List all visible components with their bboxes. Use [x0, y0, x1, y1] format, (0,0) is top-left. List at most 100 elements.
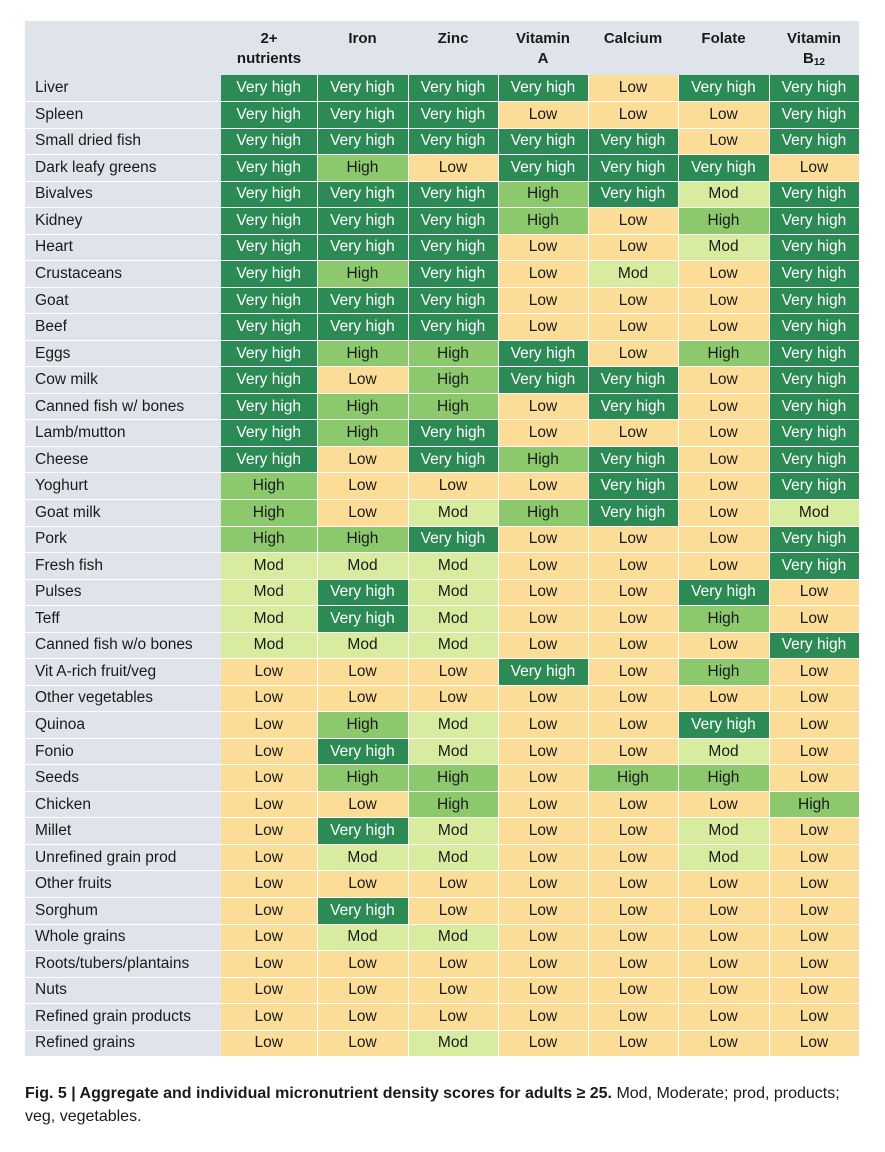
- score-cell-2plus-nutrients: Low: [221, 950, 318, 978]
- score-cell-2plus-nutrients: Low: [221, 1030, 318, 1058]
- score-cell-zinc: Mod: [408, 605, 499, 633]
- score-cell-iron: Low: [317, 472, 409, 500]
- score-cell-iron: High: [317, 764, 409, 792]
- score-cell-calcium: Very high: [588, 366, 679, 394]
- score-cell-iron: High: [317, 260, 409, 288]
- score-cell-calcium: Low: [588, 870, 679, 898]
- table-row: Canned fish w/o bones Mod Mod Mod Low Low Low V…: [25, 632, 860, 660]
- score-cell-iron: Very high: [317, 605, 409, 633]
- score-cell-vitamin-a: Very high: [498, 75, 589, 103]
- score-cell-2plus-nutrients: Low: [221, 685, 318, 713]
- score-cell-folate: High: [678, 340, 770, 368]
- score-cell-calcium: Low: [588, 924, 679, 952]
- header-text: Vitamin: [516, 30, 570, 47]
- score-cell-vitamin-a: Low: [498, 419, 589, 447]
- score-cell-calcium: Low: [588, 977, 679, 1005]
- food-name-cell: Goat milk: [25, 499, 221, 527]
- food-name-cell: Roots/tubers/plantains: [25, 950, 221, 978]
- score-cell-calcium: Low: [588, 234, 679, 262]
- score-cell-vitamin-b12: Low: [769, 870, 860, 898]
- score-cell-folate: Low: [678, 526, 770, 554]
- score-cell-iron: Very high: [317, 128, 409, 156]
- score-cell-iron: Low: [317, 658, 409, 686]
- caption-text: Mod, Moderate; prod, products; veg, vege…: [25, 1085, 840, 1125]
- score-cell-iron: Mod: [317, 924, 409, 952]
- table-row: Sorghum Low Very high Low Low Low Low Low: [25, 897, 860, 925]
- score-cell-calcium: Low: [588, 791, 679, 819]
- score-cell-iron: Very high: [317, 101, 409, 129]
- score-cell-iron: Mod: [317, 632, 409, 660]
- score-cell-folate: Low: [678, 287, 770, 315]
- table-row: Unrefined grain prod Low Mod Mod Low Low Mod Lo…: [25, 844, 860, 872]
- table-row: Other fruits Low Low Low Low Low Low Low: [25, 870, 860, 898]
- table-row: Spleen Very high Very high Very high Low Low L…: [25, 101, 860, 129]
- table-row: Millet Low Very high Mod Low Low Mod Low: [25, 817, 860, 845]
- score-cell-zinc: Very high: [408, 260, 499, 288]
- score-cell-2plus-nutrients: Low: [221, 924, 318, 952]
- column-header-vitamin-b12: Vitamin B12: [769, 21, 859, 75]
- score-cell-folate: Low: [678, 924, 770, 952]
- score-cell-vitamin-a: High: [498, 207, 589, 235]
- score-cell-folate: Low: [678, 897, 770, 925]
- table-row: Roots/tubers/plantains Low Low Low Low Low Low…: [25, 950, 860, 978]
- score-cell-zinc: Very high: [408, 75, 499, 103]
- score-cell-vitamin-a: Low: [498, 844, 589, 872]
- score-cell-vitamin-a: Very high: [498, 658, 589, 686]
- score-cell-zinc: High: [408, 393, 499, 421]
- score-cell-vitamin-b12: Very high: [769, 207, 860, 235]
- score-cell-calcium: Low: [588, 950, 679, 978]
- score-cell-vitamin-b12: Low: [769, 605, 860, 633]
- score-cell-zinc: Low: [408, 977, 499, 1005]
- score-cell-folate: Mod: [678, 817, 770, 845]
- score-cell-iron: Low: [317, 870, 409, 898]
- score-cell-calcium: Very high: [588, 393, 679, 421]
- score-cell-2plus-nutrients: Very high: [221, 260, 318, 288]
- score-cell-vitamin-b12: Very high: [769, 393, 860, 421]
- score-cell-zinc: Low: [408, 950, 499, 978]
- score-cell-2plus-nutrients: Very high: [221, 340, 318, 368]
- score-cell-vitamin-b12: Very high: [769, 260, 860, 288]
- score-cell-iron: High: [317, 711, 409, 739]
- score-cell-calcium: Low: [588, 897, 679, 925]
- score-cell-vitamin-b12: Low: [769, 1003, 860, 1031]
- micronutrient-density-table: 2+ nutrients Iron Zinc Vitamin A Calcium…: [25, 21, 860, 1058]
- score-cell-folate: High: [678, 764, 770, 792]
- score-cell-2plus-nutrients: Very high: [221, 366, 318, 394]
- food-name-cell: Goat: [25, 287, 221, 315]
- score-cell-2plus-nutrients: High: [221, 472, 318, 500]
- score-cell-zinc: Mod: [408, 711, 499, 739]
- score-cell-calcium: Low: [588, 287, 679, 315]
- score-cell-iron: Low: [317, 366, 409, 394]
- score-cell-calcium: Low: [588, 313, 679, 341]
- score-cell-2plus-nutrients: Very high: [221, 207, 318, 235]
- food-name-cell: Chicken: [25, 791, 221, 819]
- score-cell-calcium: Very high: [588, 181, 679, 209]
- score-cell-2plus-nutrients: Mod: [221, 605, 318, 633]
- score-cell-vitamin-b12: Low: [769, 977, 860, 1005]
- score-cell-zinc: High: [408, 764, 499, 792]
- score-cell-calcium: Low: [588, 738, 679, 766]
- table-row: Teff Mod Very high Mod Low Low High Low: [25, 605, 860, 633]
- food-name-cell: Spleen: [25, 101, 221, 129]
- score-cell-zinc: Very high: [408, 526, 499, 554]
- score-cell-vitamin-b12: Low: [769, 738, 860, 766]
- table-body: Liver Very high Very high Very high Very hig…: [25, 75, 860, 1058]
- score-cell-folate: Low: [678, 313, 770, 341]
- table-row: Eggs Very high High High Very high Low High Ver…: [25, 340, 860, 368]
- score-cell-folate: Low: [678, 393, 770, 421]
- table-row: Yoghurt High Low Low Low Very high Low Very hig…: [25, 472, 860, 500]
- score-cell-zinc: Low: [408, 897, 499, 925]
- score-cell-vitamin-b12: Low: [769, 844, 860, 872]
- score-cell-vitamin-b12: Very high: [769, 75, 860, 103]
- score-cell-vitamin-b12: Very high: [769, 446, 860, 474]
- score-cell-iron: Low: [317, 977, 409, 1005]
- food-name-cell: Other fruits: [25, 870, 221, 898]
- header-text: B: [803, 50, 814, 67]
- food-name-cell: Cow milk: [25, 366, 221, 394]
- food-name-cell: Canned fish w/ bones: [25, 393, 221, 421]
- score-cell-iron: Very high: [317, 817, 409, 845]
- score-cell-2plus-nutrients: Very high: [221, 181, 318, 209]
- score-cell-folate: Low: [678, 101, 770, 129]
- score-cell-folate: Low: [678, 472, 770, 500]
- score-cell-vitamin-a: Low: [498, 685, 589, 713]
